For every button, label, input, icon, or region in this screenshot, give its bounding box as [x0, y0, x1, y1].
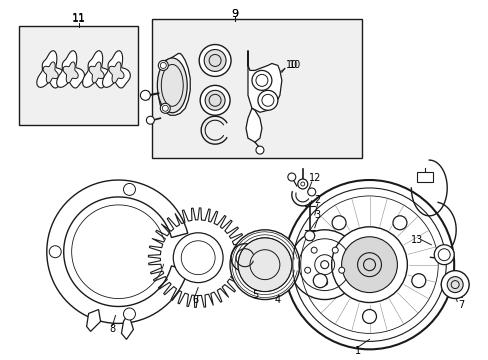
Circle shape	[331, 247, 338, 253]
Circle shape	[331, 227, 407, 302]
Circle shape	[304, 231, 314, 241]
Polygon shape	[37, 51, 64, 88]
Bar	[19, 26, 138, 125]
Text: 11: 11	[72, 13, 85, 23]
Text: 5: 5	[251, 289, 258, 300]
Circle shape	[307, 188, 315, 196]
Text: 9: 9	[231, 9, 238, 19]
Polygon shape	[102, 51, 130, 88]
Text: 8: 8	[109, 324, 115, 334]
Ellipse shape	[205, 90, 224, 110]
Ellipse shape	[203, 50, 225, 71]
Polygon shape	[247, 50, 281, 112]
Circle shape	[146, 116, 154, 124]
Circle shape	[341, 237, 397, 293]
Polygon shape	[47, 180, 187, 323]
Polygon shape	[89, 62, 104, 83]
Polygon shape	[86, 310, 101, 332]
Polygon shape	[43, 62, 58, 83]
Circle shape	[289, 230, 359, 300]
Text: 10: 10	[285, 60, 297, 71]
Circle shape	[331, 216, 346, 230]
Circle shape	[140, 90, 150, 100]
Circle shape	[392, 216, 406, 230]
Text: 7: 7	[457, 300, 463, 310]
Circle shape	[160, 103, 170, 113]
Circle shape	[238, 238, 291, 292]
Circle shape	[251, 71, 271, 90]
Text: 6: 6	[192, 294, 198, 305]
Text: 2: 2	[314, 195, 320, 205]
Text: 13: 13	[410, 235, 423, 245]
Circle shape	[49, 246, 61, 258]
Circle shape	[411, 274, 425, 288]
Text: 1: 1	[354, 346, 360, 356]
Circle shape	[173, 233, 223, 283]
Circle shape	[229, 230, 299, 300]
Polygon shape	[158, 54, 190, 115]
Circle shape	[338, 267, 344, 273]
Circle shape	[297, 179, 307, 189]
Circle shape	[433, 245, 453, 265]
Circle shape	[123, 308, 135, 320]
Circle shape	[310, 247, 317, 253]
Circle shape	[362, 310, 376, 323]
Text: 11: 11	[72, 14, 85, 24]
Circle shape	[255, 146, 264, 154]
Circle shape	[321, 280, 327, 285]
Polygon shape	[121, 314, 133, 339]
Circle shape	[447, 276, 462, 293]
Polygon shape	[109, 62, 124, 83]
Circle shape	[158, 60, 168, 71]
Circle shape	[123, 184, 135, 195]
Circle shape	[287, 173, 295, 181]
Polygon shape	[63, 62, 78, 83]
Circle shape	[313, 274, 326, 288]
Text: 10: 10	[288, 60, 300, 71]
Text: 9: 9	[231, 9, 238, 19]
Polygon shape	[57, 51, 84, 88]
Ellipse shape	[157, 58, 187, 113]
Polygon shape	[82, 51, 110, 88]
Circle shape	[440, 271, 468, 298]
Text: 12: 12	[308, 173, 320, 183]
Ellipse shape	[200, 85, 229, 115]
Ellipse shape	[199, 45, 230, 76]
Bar	[152, 19, 361, 158]
Polygon shape	[245, 108, 262, 142]
Circle shape	[285, 180, 453, 349]
Circle shape	[258, 90, 277, 110]
Circle shape	[304, 267, 310, 273]
Bar	[416, 172, 432, 182]
Text: 4: 4	[274, 294, 281, 305]
Text: 3: 3	[314, 210, 320, 220]
